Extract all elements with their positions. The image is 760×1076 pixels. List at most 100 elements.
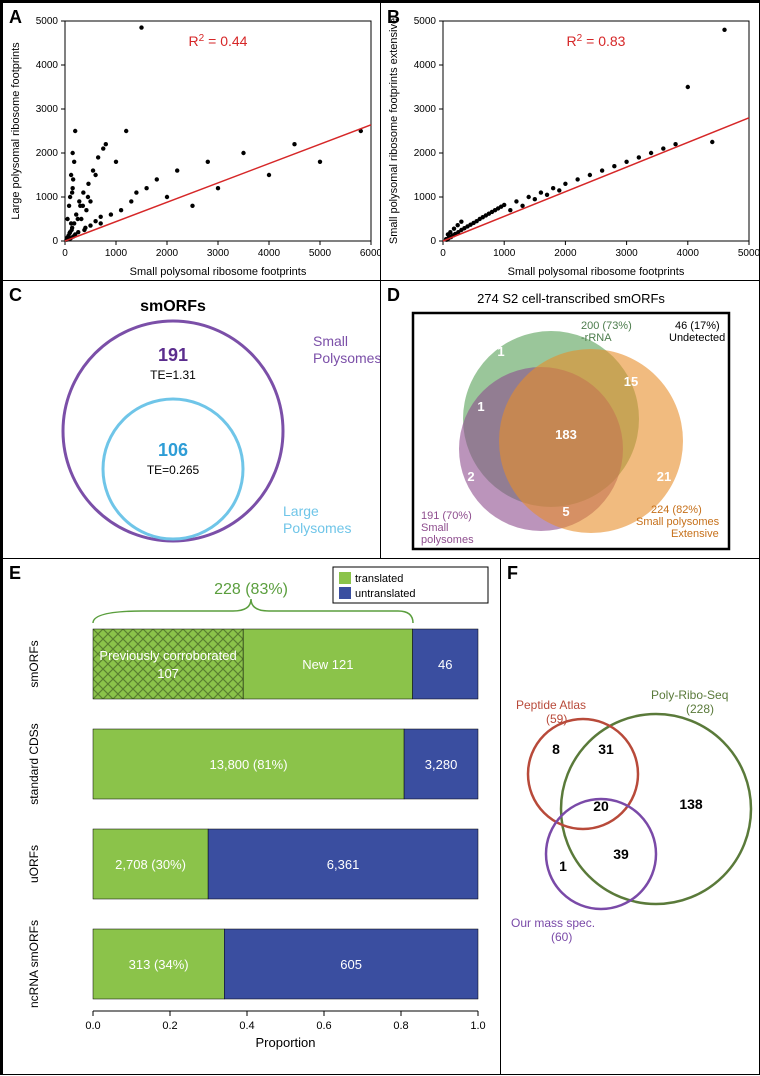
svg-text:0.8: 0.8 [393, 1020, 408, 1032]
panel-b-label: B [387, 7, 400, 28]
panel-b-svg: 0100020003000400050000100020003000400050… [381, 3, 760, 283]
svg-text:5000: 5000 [738, 248, 760, 259]
svg-text:smORFs: smORFs [27, 640, 41, 687]
svg-text:3,280: 3,280 [425, 757, 458, 772]
panel-f-label: F [507, 563, 518, 584]
svg-text:605: 605 [340, 957, 362, 972]
f-center: 20 [593, 798, 609, 814]
panel-c-svg: smORFs 191 TE=1.31 106 TE=0.265 Small Po… [3, 281, 383, 561]
svg-text:standard CDSs: standard CDSs [27, 723, 41, 804]
svg-text:uORFs: uORFs [27, 845, 41, 883]
panel-c: C smORFs 191 TE=1.31 106 TE=0.265 Small … [2, 280, 382, 560]
panel-e-label: E [9, 563, 21, 584]
svg-text:ncRNA smORFs: ncRNA smORFs [27, 920, 41, 1008]
svg-text:313 (34%): 313 (34%) [129, 957, 189, 972]
svg-text:4000: 4000 [36, 60, 59, 71]
venn-go: 15 [624, 374, 638, 389]
svg-text:5000: 5000 [309, 248, 332, 259]
svg-text:0.6: 0.6 [316, 1020, 331, 1032]
svg-text:5000: 5000 [414, 16, 437, 27]
svg-text:Small polysomal ribosome footp: Small polysomal ribosome footprints exte… [388, 18, 400, 244]
svg-text:0: 0 [52, 236, 58, 247]
legend-untranslated: untranslated [355, 588, 416, 600]
svg-text:1.0: 1.0 [470, 1020, 485, 1032]
panel-f-svg: 8 31 20 138 39 1 Peptide Atlas (59) Poly… [501, 559, 760, 1076]
svg-text:0: 0 [430, 236, 436, 247]
green-label-1: 200 (73%) [581, 320, 632, 332]
orange-label-2: Small polysomes [636, 516, 720, 528]
red-circle-f [528, 719, 638, 829]
svg-text:3000: 3000 [36, 104, 59, 115]
venn-gp: 1 [477, 399, 484, 414]
inner-value: 106 [158, 440, 188, 460]
panel-a-label: A [9, 7, 22, 28]
svg-text:2000: 2000 [156, 248, 179, 259]
svg-text:4000: 4000 [677, 248, 700, 259]
orange-label-3: Extensive [671, 528, 719, 540]
panel-d-svg: 274 S2 cell-transcribed smORFs 183 1 2 2… [381, 281, 760, 561]
svg-text:1000: 1000 [36, 192, 59, 203]
purple-circle-f [546, 799, 656, 909]
svg-text:3000: 3000 [615, 248, 638, 259]
panel-f: F 8 31 20 138 39 1 Peptide Atlas (59) Po… [500, 558, 760, 1075]
svg-text:0.0: 0.0 [85, 1020, 100, 1032]
outer-label-2: Polysomes [313, 350, 381, 366]
svg-text:1000: 1000 [105, 248, 128, 259]
venn-g: 1 [497, 344, 504, 359]
panel-e: E translated untranslated 228 (83%) smOR… [2, 558, 502, 1075]
svg-text:13,800 (81%): 13,800 (81%) [210, 757, 288, 772]
undetected-2: Undetected [669, 332, 725, 344]
svg-text:4000: 4000 [414, 60, 437, 71]
orange-label-1: 224 (82%) [651, 504, 702, 516]
f-rg: 31 [598, 741, 614, 757]
svg-text:R2 = 0.44: R2 = 0.44 [189, 33, 248, 49]
svg-text:1000: 1000 [493, 248, 516, 259]
svg-text:Proportion: Proportion [256, 1035, 316, 1050]
f-r: 8 [552, 741, 560, 757]
svg-text:5000: 5000 [36, 16, 59, 27]
svg-text:4000: 4000 [258, 248, 281, 259]
brace-label: 228 (83%) [214, 581, 288, 598]
panel-a: A 01000200030004000500060000100020003000… [2, 2, 382, 282]
outer-label-1: Small [313, 333, 348, 349]
svg-text:0: 0 [440, 248, 446, 259]
svg-text:2000: 2000 [554, 248, 577, 259]
figure-container: A 01000200030004000500060000100020003000… [0, 0, 760, 1075]
panel-a-svg: 0100020003000400050006000010002000300040… [3, 3, 383, 283]
green-label-2: -rRNA [581, 332, 612, 344]
svg-text:Previously corroborated: Previously corroborated [99, 648, 236, 663]
panel-d: D 274 S2 cell-transcribed smORFs 183 1 2… [380, 280, 760, 560]
svg-text:Small polysomal ribosome footp: Small polysomal ribosome footprints [508, 266, 685, 278]
svg-text:New 121: New 121 [302, 657, 353, 672]
f-pg: 39 [613, 846, 629, 862]
inner-label-1: Large [283, 503, 319, 519]
f-g: 138 [679, 796, 703, 812]
panel-d-label: D [387, 285, 400, 306]
purple-label-1: 191 (70%) [421, 510, 472, 522]
green-circle-f [561, 714, 751, 904]
svg-text:3000: 3000 [414, 104, 437, 115]
venn-center: 183 [555, 427, 577, 442]
outer-te: TE=1.31 [150, 368, 196, 382]
legend-translated: translated [355, 573, 403, 585]
svg-text:Small polysomal ribosome footp: Small polysomal ribosome footprints [130, 266, 307, 278]
purple-label-f2: (60) [551, 930, 572, 944]
svg-text:2,708 (30%): 2,708 (30%) [115, 857, 186, 872]
undetected-1: 46 (17%) [675, 320, 720, 332]
green-label-f1: Poly-Ribo-Seq [651, 688, 728, 702]
svg-text:R2 = 0.83: R2 = 0.83 [567, 33, 626, 49]
venn-po: 5 [562, 504, 569, 519]
svg-text:6,361: 6,361 [327, 857, 360, 872]
panel-c-label: C [9, 285, 22, 306]
venn-o: 21 [657, 469, 671, 484]
svg-text:46: 46 [438, 657, 452, 672]
legend-untranslated-swatch [339, 587, 351, 599]
red-label-1: Peptide Atlas [516, 698, 586, 712]
panel-d-title: 274 S2 cell-transcribed smORFs [477, 291, 665, 306]
svg-text:2000: 2000 [414, 148, 437, 159]
red-label-2: (59) [546, 712, 567, 726]
f-p: 1 [559, 858, 567, 874]
panel-b: B 01000200030004000500001000200030004000… [380, 2, 760, 282]
inner-te: TE=0.265 [147, 463, 200, 477]
svg-text:0.2: 0.2 [162, 1020, 177, 1032]
